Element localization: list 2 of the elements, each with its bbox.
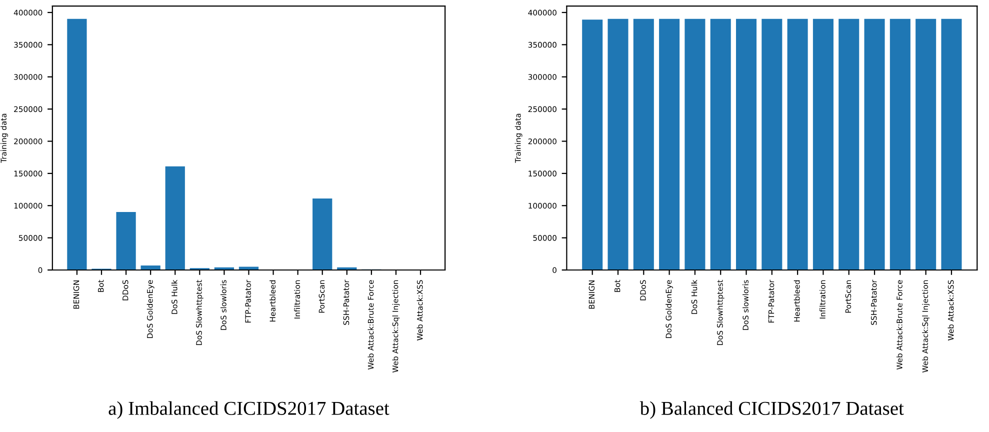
text: b) Balanced CICIDS2017 Dataset bbox=[640, 401, 904, 419]
text: a) Imbalanced CICIDS2017 Dataset bbox=[108, 401, 390, 419]
